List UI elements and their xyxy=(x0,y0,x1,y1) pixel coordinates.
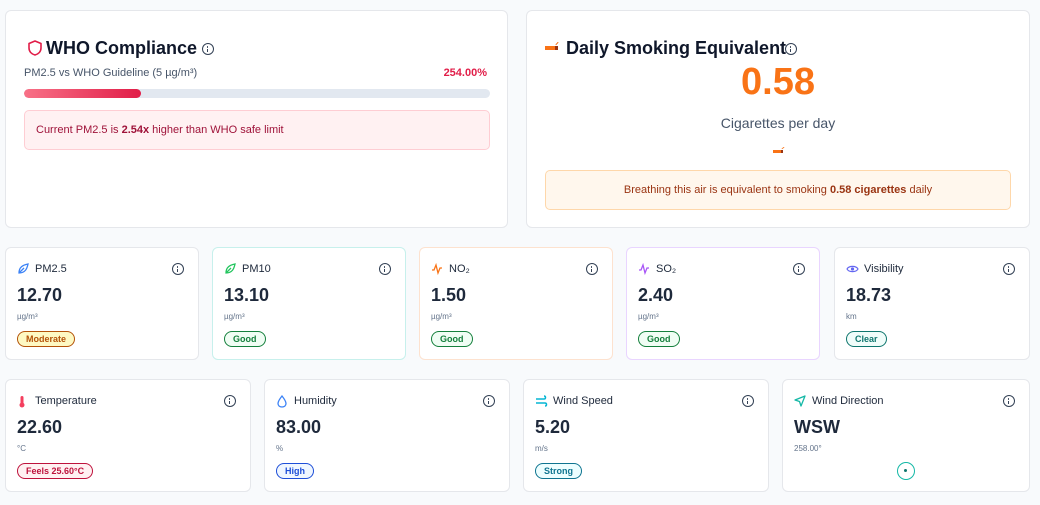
metric-value: 13.10 xyxy=(224,285,270,305)
status-badge: Good xyxy=(224,331,266,347)
smoking-title: Daily Smoking Equivalent xyxy=(566,38,787,58)
who-subtitle: PM2.5 vs WHO Guideline (5 µg/m³) xyxy=(24,67,198,79)
info-icon[interactable] xyxy=(1003,263,1015,275)
leaf-icon xyxy=(18,263,29,274)
who-percent: 254.00% xyxy=(443,67,487,79)
metric-unit: °C xyxy=(17,444,26,453)
metric-unit: µg/m³ xyxy=(224,312,245,321)
info-icon[interactable] xyxy=(202,43,214,55)
metric-value: 18.73 xyxy=(846,285,892,305)
metric-name: PM10 xyxy=(242,263,271,275)
smoking-label: Cigarettes per day xyxy=(720,115,836,131)
info-icon[interactable] xyxy=(379,263,391,275)
alert-value: 2.54x xyxy=(121,124,150,136)
metric-card-wind-speed[interactable]: Wind Speed 5.20 m/s Strong xyxy=(523,379,769,492)
metric-card-no2[interactable]: NO₂ 1.50 µg/m³ Good xyxy=(419,247,613,360)
status-badge: Good xyxy=(638,331,680,347)
navigation-icon xyxy=(794,395,806,407)
smoking-card: Daily Smoking Equivalent 0.58 Cigarettes… xyxy=(526,10,1030,228)
metric-card-humidity[interactable]: Humidity 83.00 % High xyxy=(264,379,510,492)
metric-value: 2.40 xyxy=(638,285,674,305)
pulse-icon xyxy=(432,263,442,275)
metric-name: Humidity xyxy=(294,395,337,407)
metric-name: NO₂ xyxy=(449,263,470,275)
metric-unit: m/s xyxy=(535,444,548,453)
status-badge: Moderate xyxy=(17,331,76,347)
metric-value: WSW xyxy=(794,417,840,437)
metric-name: Wind Speed xyxy=(553,395,613,407)
leaf-icon xyxy=(225,263,236,274)
metric-value: 5.20 xyxy=(535,417,571,437)
who-title: WHO Compliance xyxy=(46,38,198,58)
metric-unit: µg/m³ xyxy=(17,312,38,321)
status-badge: Strong xyxy=(535,463,582,479)
metric-card-visibility[interactable]: Visibility 18.73 km Clear xyxy=(834,247,1030,360)
smoking-note: Breathing this air is equivalent to smok… xyxy=(545,170,1011,210)
metric-unit: km xyxy=(846,312,857,321)
status-badge: Feels 25.60°C xyxy=(17,463,94,479)
cigarette-small-icon xyxy=(773,147,785,153)
thermometer-icon xyxy=(19,396,25,408)
info-icon[interactable] xyxy=(483,395,495,407)
metric-card-wind-direction[interactable]: Wind Direction WSW 258.00° xyxy=(782,379,1030,492)
metric-unit: % xyxy=(276,444,284,453)
metric-unit: µg/m³ xyxy=(638,312,659,321)
info-icon[interactable] xyxy=(586,263,598,275)
metric-name: Temperature xyxy=(35,395,97,407)
status-badge: High xyxy=(276,463,314,479)
metric-name: SO₂ xyxy=(656,263,677,275)
note-prefix: Breathing this air is equivalent to smok… xyxy=(623,184,830,196)
metric-value: 22.60 xyxy=(17,417,63,437)
eye-icon xyxy=(846,265,859,273)
info-icon[interactable] xyxy=(785,43,797,55)
metric-name: Wind Direction xyxy=(812,395,884,407)
status-badge: Good xyxy=(431,331,473,347)
who-progress-fill xyxy=(24,89,141,98)
info-icon[interactable] xyxy=(793,263,805,275)
note-suffix: daily xyxy=(906,184,933,196)
metric-value: 83.00 xyxy=(276,417,322,437)
metric-value: 1.50 xyxy=(431,285,467,305)
smoking-value: 0.58 xyxy=(741,61,815,103)
alert-suffix: higher than WHO safe limit xyxy=(149,124,284,136)
info-icon[interactable] xyxy=(1003,395,1015,407)
who-alert: Current PM2.5 is 2.54x higher than WHO s… xyxy=(24,110,490,150)
alert-prefix: Current PM2.5 is xyxy=(36,124,122,136)
metric-card-pm10[interactable]: PM10 13.10 µg/m³ Good xyxy=(212,247,406,360)
metric-unit: 258.00° xyxy=(794,444,822,453)
status-badge: Clear xyxy=(846,331,887,347)
metric-value: 12.70 xyxy=(17,285,63,305)
info-icon[interactable] xyxy=(742,395,754,407)
metric-card-pm25[interactable]: PM2.5 12.70 µg/m³ Moderate xyxy=(5,247,199,360)
metric-unit: µg/m³ xyxy=(431,312,452,321)
shield-icon xyxy=(28,40,42,56)
cigarette-icon xyxy=(545,42,559,50)
metric-name: PM2.5 xyxy=(35,263,67,275)
wind-icon xyxy=(536,395,548,407)
compass-icon xyxy=(897,462,915,480)
info-icon[interactable] xyxy=(224,395,236,407)
pulse-icon xyxy=(639,263,649,275)
note-value: 0.58 cigarettes xyxy=(829,184,907,196)
droplet-icon xyxy=(277,395,287,408)
who-compliance-card: WHO Compliance PM2.5 vs WHO Guideline (5… xyxy=(5,10,508,228)
metric-card-so2[interactable]: SO₂ 2.40 µg/m³ Good xyxy=(626,247,820,360)
metric-name: Visibility xyxy=(864,263,904,275)
metric-card-temperature[interactable]: Temperature 22.60 °C Feels 25.60°C xyxy=(5,379,251,492)
info-icon[interactable] xyxy=(172,263,184,275)
who-progress-bar xyxy=(24,89,490,98)
